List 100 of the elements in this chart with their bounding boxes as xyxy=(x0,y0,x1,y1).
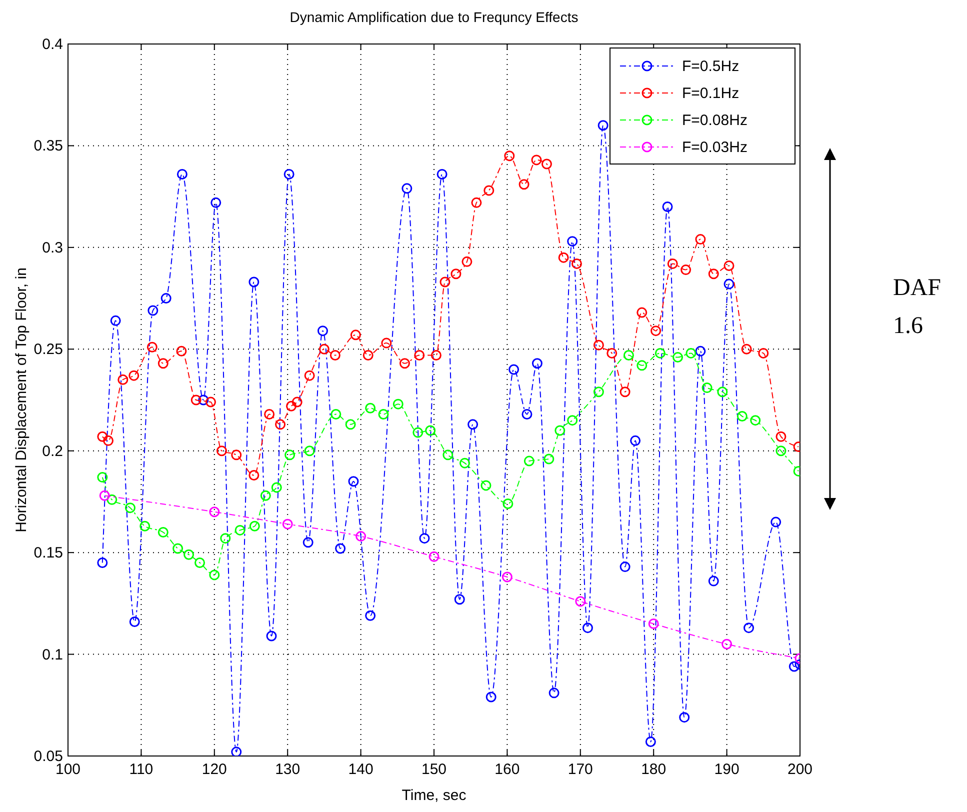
legend-label: F=0.5Hz xyxy=(682,58,740,75)
x-tick-label: 140 xyxy=(348,761,374,778)
point xyxy=(524,456,534,466)
point xyxy=(430,350,442,360)
point xyxy=(99,490,110,501)
point xyxy=(248,276,260,288)
point xyxy=(304,370,315,381)
point xyxy=(722,638,732,650)
point xyxy=(598,120,608,131)
point xyxy=(724,278,734,290)
point xyxy=(708,576,719,586)
point xyxy=(350,330,361,340)
point xyxy=(176,346,187,356)
text: 1.6 xyxy=(893,313,923,339)
point xyxy=(623,350,634,360)
point xyxy=(620,386,630,398)
point xyxy=(209,570,220,580)
point xyxy=(567,236,578,247)
point xyxy=(672,352,684,363)
point xyxy=(260,490,271,501)
point xyxy=(158,358,168,369)
point xyxy=(419,533,430,544)
point xyxy=(667,258,678,269)
point xyxy=(284,168,294,180)
point xyxy=(645,736,656,748)
point xyxy=(695,346,706,356)
text: DAF xyxy=(893,275,942,301)
point xyxy=(680,264,692,276)
point xyxy=(231,746,242,756)
point xyxy=(606,348,618,358)
point xyxy=(399,358,410,369)
point xyxy=(158,526,168,538)
point xyxy=(216,446,227,456)
point xyxy=(231,450,242,460)
point xyxy=(702,382,712,394)
x-tick-label: 120 xyxy=(202,761,227,778)
point xyxy=(205,396,216,408)
point xyxy=(636,360,648,371)
y-tick-label: 0.1 xyxy=(42,646,63,664)
point xyxy=(544,454,554,464)
point xyxy=(593,340,604,350)
point xyxy=(582,622,593,634)
point xyxy=(450,268,462,280)
point xyxy=(110,315,121,326)
point xyxy=(118,374,128,385)
point xyxy=(335,543,346,554)
point xyxy=(620,562,630,572)
point xyxy=(518,179,530,190)
point xyxy=(454,594,465,605)
point xyxy=(140,520,150,532)
point xyxy=(304,446,315,456)
point xyxy=(146,342,158,352)
legend-label: F=0.1Hz xyxy=(682,85,740,102)
point xyxy=(531,154,542,166)
point xyxy=(271,482,282,493)
point xyxy=(776,431,786,442)
y-tick-label: 0.25 xyxy=(34,341,63,358)
point xyxy=(679,712,690,723)
point xyxy=(741,344,752,354)
point xyxy=(248,470,260,481)
point xyxy=(504,150,515,162)
point xyxy=(317,326,328,336)
point xyxy=(541,158,552,170)
point xyxy=(97,431,108,442)
point xyxy=(480,480,492,491)
point xyxy=(412,427,424,438)
point xyxy=(436,168,448,180)
point xyxy=(184,549,194,560)
y-tick-label: 0.4 xyxy=(42,36,63,53)
point xyxy=(571,258,582,269)
point xyxy=(210,197,222,208)
point xyxy=(686,348,696,358)
point xyxy=(220,533,231,544)
point xyxy=(284,450,296,460)
point xyxy=(750,415,761,426)
point xyxy=(209,506,220,518)
point xyxy=(567,415,578,426)
point xyxy=(502,498,514,509)
point xyxy=(425,425,436,436)
point xyxy=(717,386,728,398)
point xyxy=(249,520,260,532)
point xyxy=(365,402,376,414)
point xyxy=(654,348,666,358)
point xyxy=(348,476,359,487)
point xyxy=(736,411,748,422)
point xyxy=(468,419,478,430)
point xyxy=(650,326,662,336)
point xyxy=(484,185,494,196)
x-tick-label: 110 xyxy=(129,761,154,778)
point xyxy=(575,596,586,607)
point xyxy=(648,618,659,630)
point xyxy=(97,472,108,483)
x-tick-label: 160 xyxy=(494,761,520,778)
point xyxy=(548,688,560,698)
point xyxy=(378,408,389,420)
point xyxy=(486,692,496,702)
point xyxy=(234,524,246,536)
point xyxy=(708,268,719,280)
point xyxy=(508,364,520,375)
point xyxy=(172,543,184,554)
